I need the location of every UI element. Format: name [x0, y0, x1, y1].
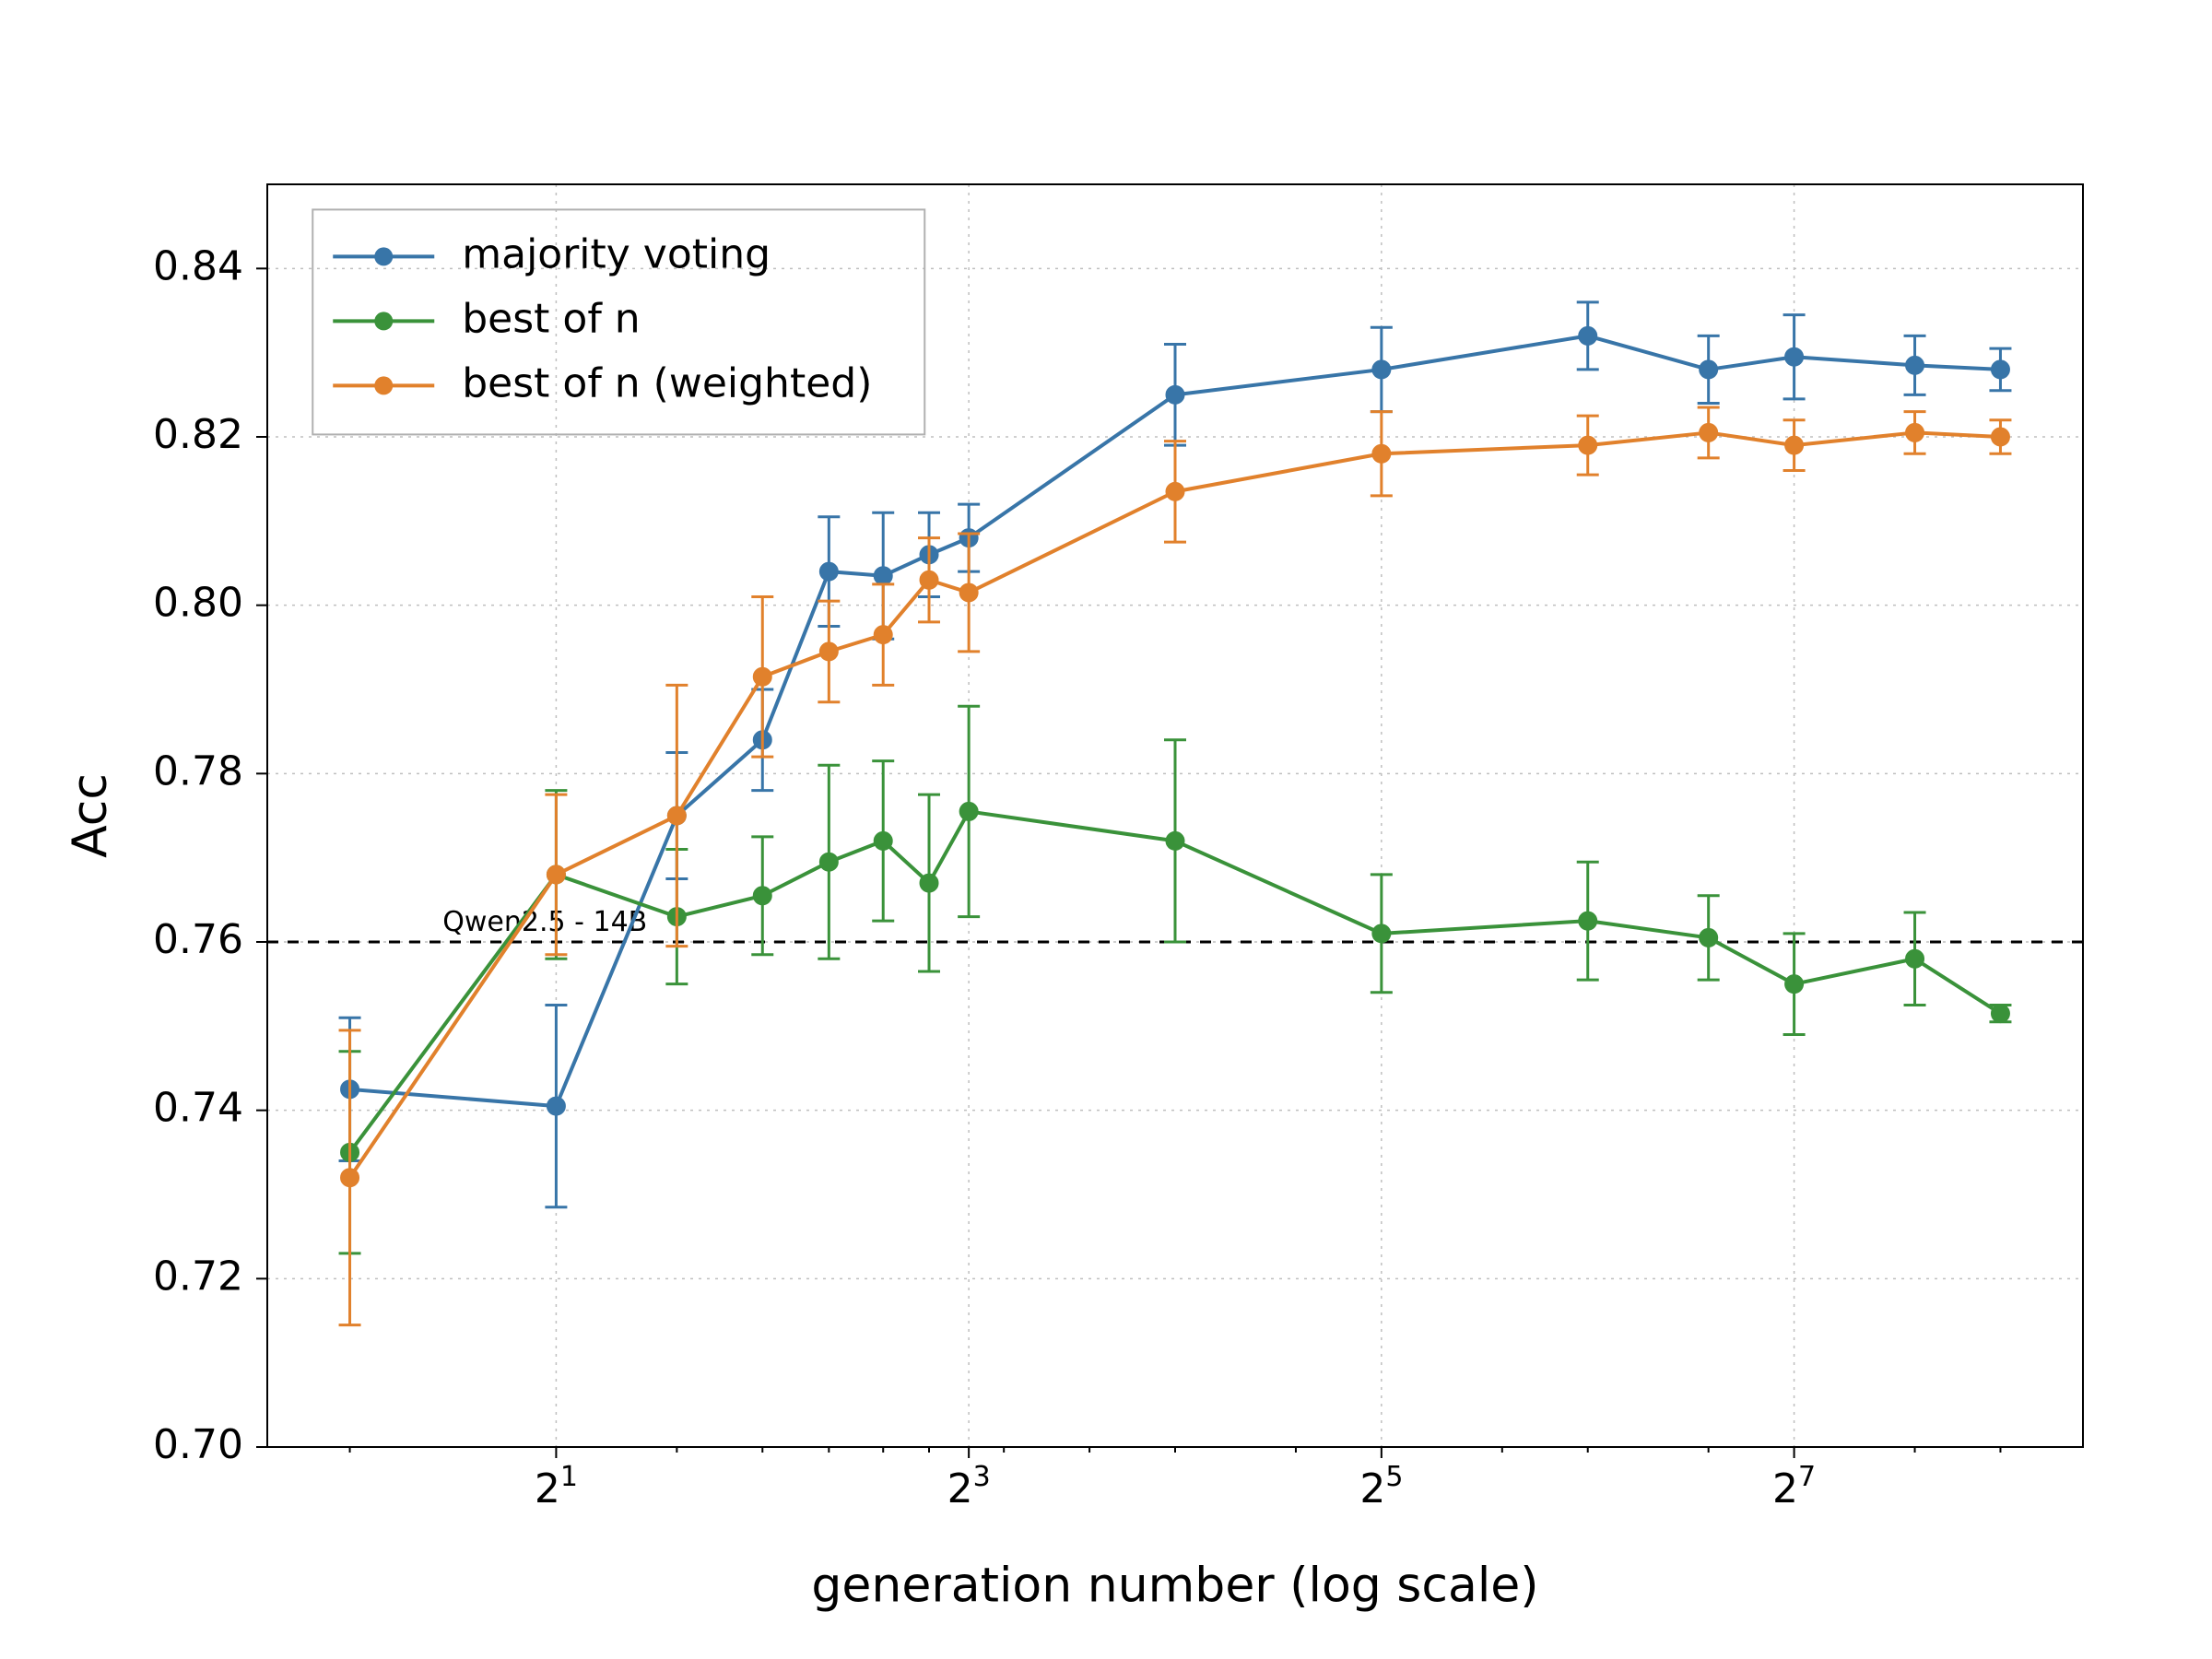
chart-svg: Qwen2.5 - 14B212325270.700.720.740.760.7…	[0, 0, 2212, 1659]
legend: majority voting best of n best of n (weigh…	[312, 209, 924, 434]
y-ticks: 0.70 0.72 0.74 0.76 0.78 0.80 0.82 0.84	[153, 242, 267, 1468]
svg-text:0.80: 0.80	[153, 580, 243, 627]
svg-text:0.70: 0.70	[153, 1421, 243, 1468]
svg-text:0.74: 0.74	[153, 1085, 243, 1132]
svg-text:25: 25	[1359, 1461, 1403, 1512]
svg-text:0.84: 0.84	[153, 242, 243, 289]
svg-text:0.72: 0.72	[153, 1253, 243, 1300]
chart-container: Qwen2.5 - 14B212325270.700.720.740.760.7…	[0, 0, 2212, 1659]
svg-text:0.78: 0.78	[153, 747, 243, 794]
y-axis-label: Acc	[63, 773, 118, 858]
legend-item-label: majority voting	[462, 230, 771, 277]
x-axis-label: generation number (log scale)	[811, 1559, 1538, 1614]
reference-hline-label: Qwen2.5 - 14B	[442, 906, 647, 938]
svg-text:21: 21	[535, 1461, 578, 1512]
legend-item-label: best of n	[462, 295, 640, 342]
x-ticks: 21 23 25 27	[350, 1447, 2001, 1512]
svg-text:23: 23	[947, 1461, 991, 1512]
svg-text:0.82: 0.82	[153, 411, 243, 458]
svg-text:0.76: 0.76	[153, 916, 243, 963]
svg-text:27: 27	[1772, 1461, 1816, 1512]
legend-item-label: best of n (weighted)	[462, 359, 872, 406]
